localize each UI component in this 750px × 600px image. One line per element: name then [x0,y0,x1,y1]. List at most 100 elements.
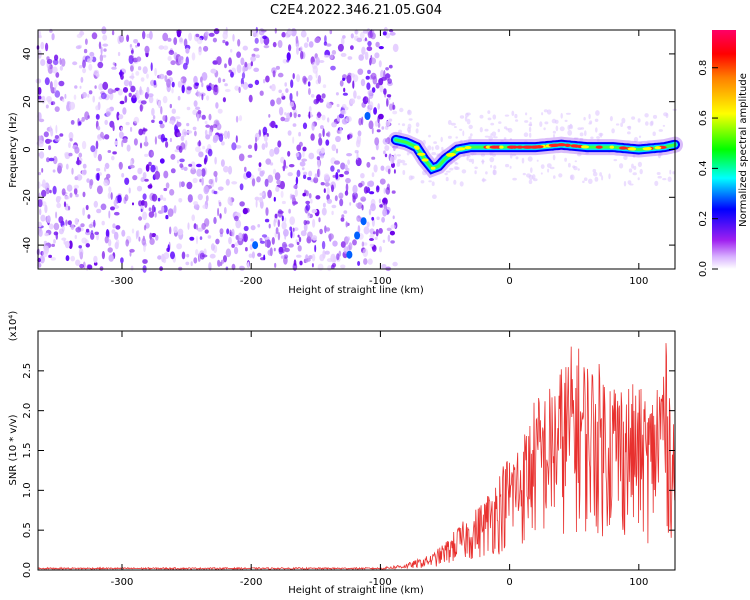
spectrogram-noise-speck [318,133,322,138]
spectrogram-noise-speck [158,100,161,109]
spectrogram-noise-speck [277,140,282,148]
spectrogram-noise-speck [382,138,389,145]
spectrogram-noise-speck [277,219,280,228]
spectrogram-noise-speck [590,136,594,140]
spectrogram-noise-speck [373,107,377,115]
spectrogram-noise-speck [490,122,495,126]
spectrogram-noise-speck [119,100,125,105]
spectrogram-noise-speck [406,152,410,156]
spectrogram-noise-speck [543,109,548,113]
snr-x-label: Height of straight line (km) [288,585,424,596]
spectrogram-noise-speck [339,127,343,135]
spectrogram-noise-speck [165,214,169,220]
spectrogram-noise-speck [117,51,121,57]
spectrogram-noise-speck [332,174,336,178]
spectrogram-noise-speck [247,144,253,149]
spectrogram-noise-speck [82,92,87,98]
spectrogram-noise-speck [80,223,85,228]
spectrogram-noise-speck [65,163,69,170]
spectrogram-noise-speck [389,31,396,36]
spectrogram-noise-speck [92,95,95,103]
spectrogram-noise-speck [87,93,90,98]
spectrogram-noise-speck [349,202,352,206]
spectrogram-noise-speck [128,80,133,88]
colorbar-tick-label: 0.0 [698,261,709,277]
spectrogram-noise-speck [321,114,326,121]
spectrogram-noise-speck [368,208,372,216]
spectrogram-noise-speck [39,208,42,216]
spectrogram-noise-speck [119,69,123,78]
spectrogram-noise-speck [196,206,200,211]
spectrogram-noise-speck [121,173,125,178]
spectrogram-noise-speck [657,175,662,179]
spectrogram-noise-speck [65,219,68,226]
spectrogram-noise-speck [303,171,308,176]
spectrogram-noise-speck [46,56,50,61]
spectrogram-noise-speck [188,163,193,167]
spectrogram-noise-speck [107,239,112,247]
spectrogram-noise-speck [194,130,197,137]
spectrogram-noise-speck [344,170,350,175]
spectrogram-noise-speck [158,45,165,50]
spectrogram-noise-speck [633,136,639,143]
spectrogram-noise-speck [533,178,538,182]
spectrogram-noise-speck [366,221,370,228]
spectrogram-noise-speck [82,68,87,74]
spectrogram-noise-speck [396,154,401,157]
spectrogram-noise-speck [79,263,84,269]
spectrogram-noise-speck [428,134,431,138]
spectrogram-noise-speck [238,153,245,162]
spectrogram-noise-speck [44,77,50,86]
spectrogram-marks [35,26,683,273]
spectrogram-noise-speck [108,186,112,193]
spectrogram-noise-speck [135,230,138,240]
spectrogram-noise-speck [247,261,250,269]
spectrogram-noise-speck [326,198,333,204]
spectrogram-noise-speck [262,126,268,136]
spectrogram-noise-speck [59,57,62,65]
spectrogram-noise-speck [479,114,484,119]
spectrogram-noise-speck [528,126,532,133]
spectrogram-noise-speck [431,152,437,156]
spectrogram-noise-speck [308,41,314,48]
spectrogram-noise-speck [40,41,45,50]
spectrogram-noise-speck [356,151,359,161]
spectrogram-noise-speck [203,45,209,52]
spectrogram-noise-speck [337,43,344,52]
spectrogram-noise-speck [130,85,136,93]
spectrogram-noise-speck [112,124,115,132]
spectrogram-noise-speck [415,122,420,128]
spectrogram-noise-speck [130,126,133,132]
spectrogram-noise-speck [292,201,298,205]
spectrogram-noise-speck [167,56,172,61]
spectrogram-noise-speck [166,78,171,88]
spectrogram-noise-speck [551,118,557,124]
spectrogram-noise-speck [290,79,294,88]
spectrogram-noise-speck [210,243,215,251]
spectrogram-noise-speck [100,92,107,100]
spectrogram-noise-speck [106,173,111,179]
spectrogram-noise-speck [45,42,49,52]
spectrogram-noise-speck [301,158,308,162]
spectrogram-noise-speck [530,167,533,174]
spectrogram-noise-speck [313,176,319,184]
spectrogram-noise-speck [64,240,70,249]
spectrogram-noise-speck [105,107,112,117]
spectrogram-noise-speck [88,63,93,71]
spectrogram-noise-speck [183,166,188,171]
spectrogram-noise-speck [345,183,349,193]
colorbar-label: Normalized spectral amplitude [738,73,749,227]
spectrogram-noise-speck [178,198,183,203]
spectrogram-noise-speck [89,51,95,57]
spectrogram-noise-speck [167,244,170,253]
spectrogram-noise-speck [203,157,207,165]
spectrogram-noise-speck [342,77,346,82]
spectrogram-noise-speck [361,46,366,55]
spectrogram-noise-speck [312,218,316,228]
spectrogram-noise-speck [289,226,293,231]
spectrogram-noise-speck [78,245,82,249]
spectrogram-noise-speck [217,108,223,114]
spectrogram-noise-speck [142,172,147,179]
spectrogram-noise-speck [67,220,72,226]
spectrogram-noise-speck [303,219,307,226]
